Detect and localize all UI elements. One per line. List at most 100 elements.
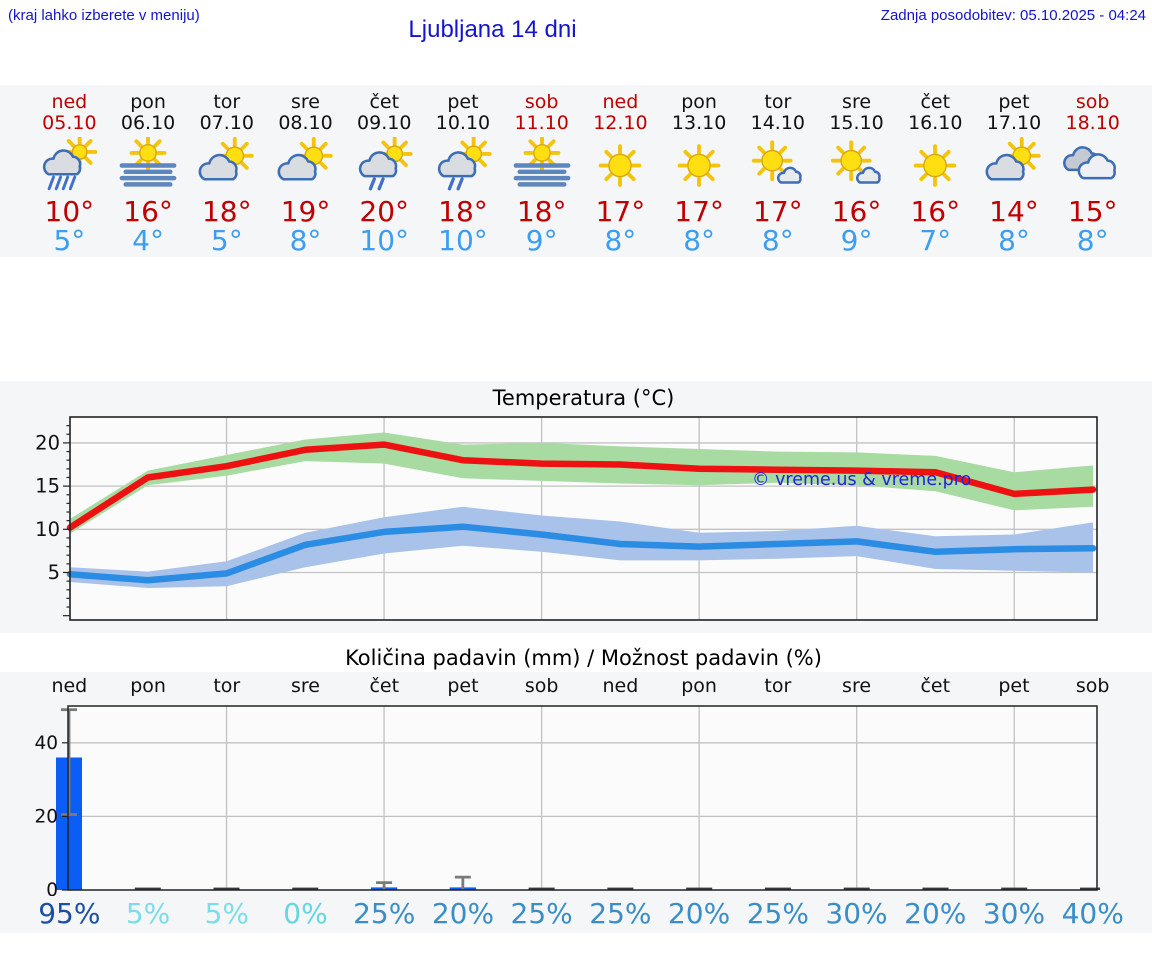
precipitation-chart-title: Količina padavin (mm) / Možnost padavin … — [345, 646, 822, 670]
mostly-sunny-icon — [817, 137, 896, 197]
min-temp: 8° — [998, 224, 1030, 257]
precip-probability: 30% — [825, 897, 888, 930]
max-temp: 16° — [910, 195, 961, 228]
svg-text:0: 0 — [46, 880, 58, 896]
precip-probability: 5% — [204, 897, 249, 930]
day-name: tor — [213, 91, 241, 113]
day-date: 17.10 — [986, 112, 1042, 134]
precipitation-day-axis: ned pon tor sre čet pet sob ned pon tor sre čet pet s… — [30, 675, 1132, 697]
day-name: sob — [524, 91, 559, 113]
min-temp: 10° — [359, 224, 410, 257]
fog-sun-icon — [109, 134, 188, 197]
axis-day-label: ned — [602, 675, 639, 697]
svg-text:15: 15 — [35, 475, 60, 498]
day-column: pon 13.10 17° 8° — [660, 85, 739, 257]
day-name: pon — [681, 91, 717, 113]
max-temp: 19° — [280, 195, 331, 228]
day-date: 06.10 — [120, 112, 176, 134]
day-date: 18.10 — [1065, 112, 1120, 134]
axis-day-label: sre — [842, 675, 872, 697]
day-column: tor 14.10 17° 8° — [738, 85, 817, 257]
day-column: sob 11.10 18° 9° — [502, 85, 581, 257]
precip-probability: 5% — [125, 897, 171, 930]
day-name: ned — [602, 91, 639, 113]
axis-day-label: čet — [920, 675, 951, 697]
sunny-icon — [581, 137, 660, 197]
day-column: sre 15.10 16° 9° — [817, 85, 896, 257]
max-temp: 10° — [44, 195, 95, 228]
partly-cloudy-icon — [187, 136, 266, 197]
precip-probability: 30% — [982, 897, 1046, 930]
location-hint: (kraj lahko izberete v meniju) — [8, 7, 200, 24]
max-temp: 18° — [201, 195, 252, 228]
day-column: tor 07.10 18° 5° — [187, 85, 266, 257]
axis-day-label: sob — [1075, 675, 1110, 697]
precipitation-probability-row: 95% 5% 5% 0% 25% 20% 25% 25% 20% 25% 30% 20% 30% 40% — [30, 898, 1132, 930]
svg-text:10: 10 — [35, 518, 60, 541]
min-temp: 5° — [210, 224, 243, 257]
min-temp: 8° — [683, 224, 716, 257]
day-column: sre 08.10 19° 8° — [266, 85, 345, 257]
min-temp: 4° — [132, 224, 164, 257]
forecast-strip: ned 05.10 10° 5° pon 06.10 16° 4° tor 07… — [30, 85, 1132, 257]
max-temp: 20° — [359, 195, 410, 228]
mostly-sunny-icon — [738, 137, 817, 197]
svg-text:© vreme.us & vreme.pro: © vreme.us & vreme.pro — [752, 470, 971, 490]
max-temp: 17° — [674, 195, 724, 228]
day-date: 07.10 — [199, 112, 254, 134]
max-temp: 14° — [989, 195, 1039, 228]
axis-day-label: pon — [130, 675, 166, 697]
precip-probability: 25% — [510, 897, 573, 930]
day-column: pet 17.10 14° 8° — [975, 85, 1054, 257]
day-date: 14.10 — [750, 112, 806, 134]
precip-probability: 20% — [431, 897, 495, 930]
day-date: 15.10 — [829, 112, 884, 134]
day-column: pet 10.10 18° 10° — [424, 85, 503, 257]
day-date: 16.10 — [908, 112, 963, 134]
day-name: pon — [130, 91, 166, 113]
axis-day-label: tor — [213, 675, 241, 697]
last-update-timestamp: Zadnja posodobitev: 05.10.2025 - 04:24 — [880, 7, 1146, 24]
day-name: sre — [291, 91, 320, 113]
svg-text:20: 20 — [34, 806, 58, 827]
axis-day-label: sob — [524, 675, 559, 697]
svg-text:5: 5 — [48, 561, 60, 584]
max-temp: 17° — [753, 195, 803, 228]
precip-probability: 40% — [1061, 897, 1124, 930]
precip-probability: 0% — [283, 897, 328, 930]
svg-text:20: 20 — [35, 431, 60, 454]
precip-probability: 25% — [746, 897, 809, 930]
drizzle-sun-icon — [345, 135, 424, 197]
min-temp: 5° — [53, 224, 86, 257]
temperature-chart-title: Temperatura (°C) — [492, 386, 675, 410]
min-temp: 9° — [840, 224, 873, 257]
max-temp: 16° — [831, 195, 882, 228]
min-temp: 8° — [1076, 224, 1109, 257]
min-temp: 8° — [289, 224, 322, 257]
day-date: 11.10 — [514, 112, 569, 134]
day-name: ned — [51, 91, 88, 113]
day-date: 10.10 — [435, 112, 491, 134]
max-temp: 16° — [123, 195, 173, 228]
page-title: Ljubljana 14 dni — [408, 16, 577, 43]
axis-day-label: sre — [291, 675, 320, 697]
partly-cloudy-icon — [266, 136, 345, 197]
axis-day-label: pon — [681, 675, 717, 697]
sunny-icon — [660, 137, 739, 197]
day-name: sob — [1075, 91, 1110, 113]
axis-day-label: tor — [764, 675, 792, 697]
day-name: čet — [920, 91, 951, 113]
precip-probability: 25% — [353, 897, 416, 930]
precip-probability: 20% — [667, 897, 731, 930]
day-column: ned 05.10 10° 5° — [30, 85, 109, 257]
day-name: čet — [369, 91, 400, 113]
day-date: 08.10 — [278, 112, 333, 134]
day-column: ned 12.10 17° 8° — [581, 85, 660, 257]
forecast-strip-background — [0, 85, 1152, 257]
temperature-chart: © vreme.us & vreme.pro 5 10 15 20 — [35, 416, 1098, 621]
precip-probability: 25% — [589, 897, 652, 930]
precip-probability: 95% — [38, 897, 101, 930]
max-temp: 18° — [516, 195, 567, 228]
min-temp: 8° — [604, 224, 637, 257]
